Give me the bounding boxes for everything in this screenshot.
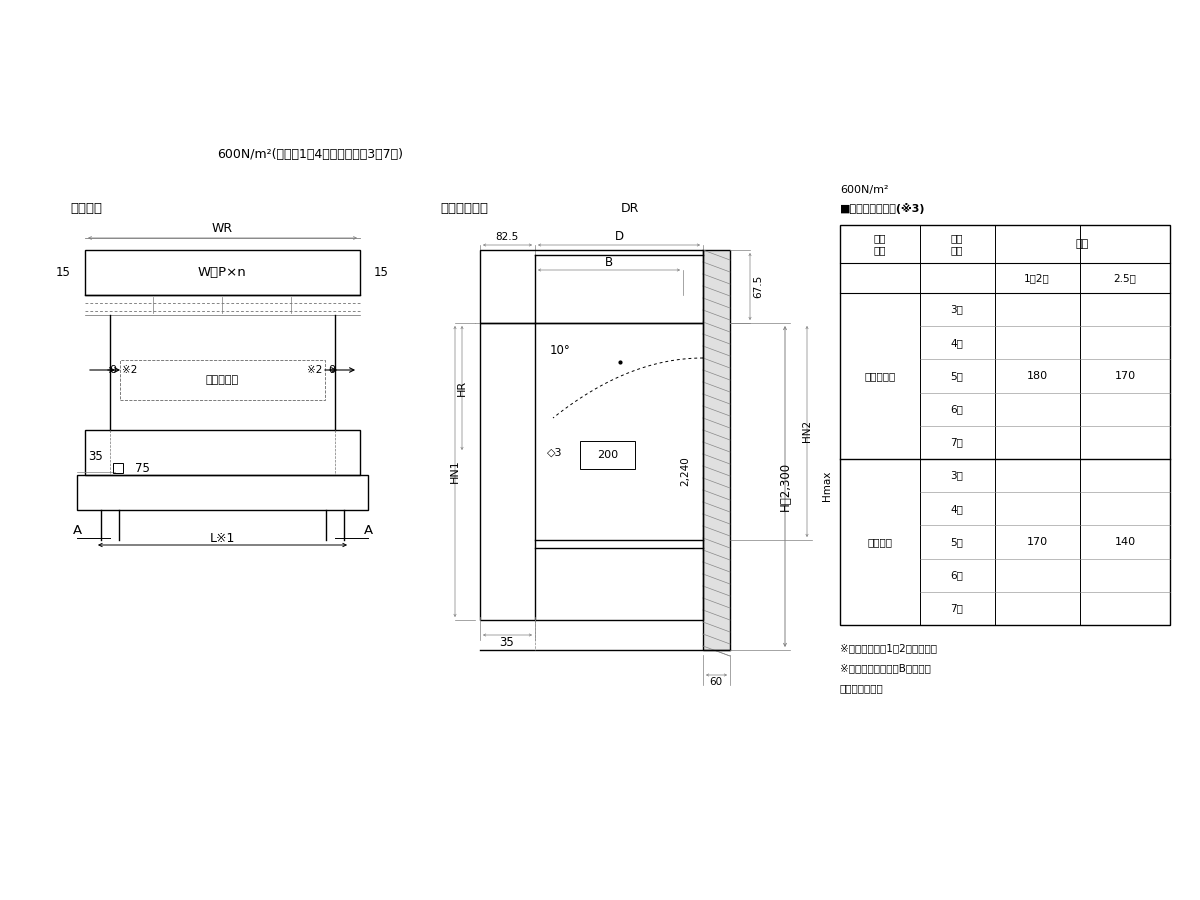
Text: 600N/m²(呼称庅1～4間、呼称奧行3～7尺): 600N/m²(呼称庅1～4間、呼称奧行3～7尺) (217, 148, 403, 161)
Text: HN2: HN2 (802, 420, 812, 442)
Text: HN1: HN1 (450, 459, 460, 483)
Bar (580, 441, 635, 469)
Bar (85, 250, 360, 295)
Text: 67.5: 67.5 (754, 274, 763, 298)
Text: B: B (605, 256, 613, 268)
Text: 2,240: 2,240 (680, 456, 690, 486)
Text: 600N/m²: 600N/m² (840, 185, 888, 195)
Text: 0: 0 (329, 365, 336, 375)
Text: ※2: ※2 (122, 365, 138, 375)
Text: 82.5: 82.5 (496, 232, 518, 242)
Text: 75: 75 (134, 462, 150, 474)
Text: 180: 180 (1026, 371, 1048, 381)
Text: DR: DR (620, 202, 640, 214)
Text: H＝2,300: H＝2,300 (779, 462, 792, 510)
Text: 60: 60 (709, 677, 722, 687)
Text: 170: 170 (1026, 537, 1048, 547)
Text: 4尺: 4尺 (950, 338, 964, 347)
Text: ※柱奧行移動範囲はBが標準の: ※柱奧行移動範囲はBが標準の (840, 663, 931, 673)
Bar (113, 463, 124, 473)
Bar (120, 360, 325, 400)
Text: 170: 170 (1115, 371, 1135, 381)
Text: L※1: L※1 (209, 532, 235, 544)
Text: 4尺: 4尺 (950, 504, 964, 514)
Text: 単体: 単体 (1075, 239, 1088, 249)
Text: 140: 140 (1115, 537, 1135, 547)
Text: ■柱奧行移動範囲(※3): ■柱奧行移動範囲(※3) (840, 203, 925, 214)
Text: 6尺: 6尺 (950, 571, 964, 580)
Text: 0: 0 (109, 365, 116, 375)
Text: 3尺: 3尺 (950, 471, 964, 481)
Bar (480, 250, 703, 323)
Bar (480, 323, 703, 620)
Text: 5尺: 5尺 (950, 537, 964, 547)
Text: 200: 200 (598, 450, 618, 460)
Text: ※2: ※2 (307, 365, 323, 375)
Text: 35: 35 (88, 451, 103, 464)
Text: フラット型: フラット型 (864, 371, 895, 381)
Text: ◇3: ◇3 (547, 448, 563, 458)
Text: D: D (614, 230, 624, 244)
Text: 呼称
奥行: 呼称 奥行 (950, 233, 964, 255)
Text: 15: 15 (56, 266, 71, 278)
Bar (85, 430, 360, 475)
Text: 7尺: 7尺 (950, 437, 964, 447)
Text: ※連結は呼称庅1～2間と同じ。: ※連結は呼称庅1～2間と同じ。 (840, 643, 937, 653)
Text: 15: 15 (374, 266, 389, 278)
Text: WR: WR (211, 221, 233, 235)
Text: 場合を示す。: 場合を示す。 (840, 683, 883, 693)
Text: 1～2間: 1～2間 (1024, 273, 1050, 283)
Text: 【アール型】: 【アール型】 (440, 202, 488, 214)
Text: 【単体】: 【単体】 (70, 202, 102, 214)
Text: 6尺: 6尺 (950, 404, 964, 414)
Bar (703, 250, 730, 650)
Text: 10°: 10° (550, 344, 570, 356)
Text: 2.5間: 2.5間 (1114, 273, 1136, 283)
Text: 35: 35 (499, 635, 515, 649)
Text: Hmax: Hmax (822, 471, 832, 501)
Text: A: A (72, 524, 82, 536)
Text: 7尺: 7尺 (950, 603, 964, 614)
Text: アール型: アール型 (868, 537, 893, 547)
Text: 柱移動範囲: 柱移動範囲 (205, 375, 239, 385)
Text: 3尺: 3尺 (950, 304, 964, 315)
Bar (77, 475, 368, 510)
Text: 5尺: 5尺 (950, 371, 964, 381)
Text: 屋根
形状: 屋根 形状 (874, 233, 887, 255)
Text: W＝P×n: W＝P×n (198, 266, 246, 278)
Text: A: A (364, 524, 372, 536)
Text: HR: HR (457, 380, 467, 396)
Bar (840, 225, 1170, 625)
